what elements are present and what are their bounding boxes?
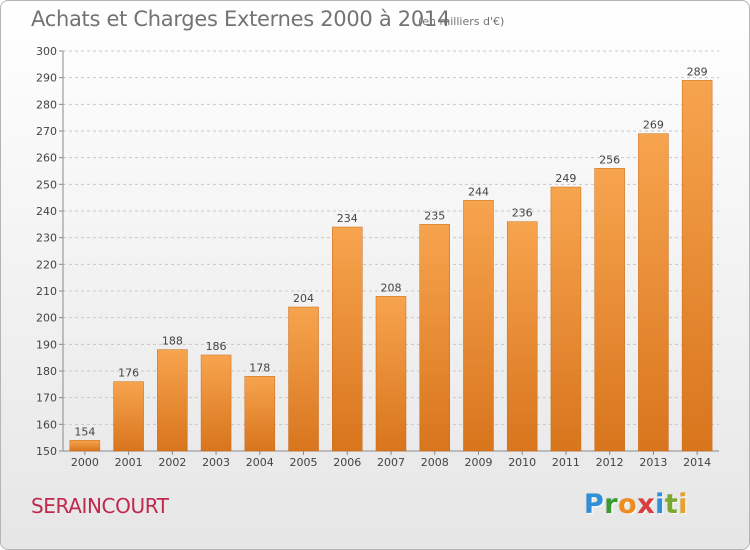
- bar: [200, 354, 232, 452]
- x-tick-label: 2005: [290, 456, 318, 469]
- y-tick-label: 240: [36, 205, 57, 218]
- x-tick-label: 2007: [377, 456, 405, 469]
- y-tick-label: 200: [36, 312, 57, 325]
- x-tick-label: 2006: [333, 456, 361, 469]
- y-tick-label: 270: [36, 125, 57, 138]
- bar: [375, 296, 407, 452]
- data-label: 208: [381, 281, 402, 294]
- data-label: 236: [512, 207, 533, 220]
- proxiti-logo: Proxiti: [584, 489, 688, 520]
- y-tick-label: 290: [36, 72, 57, 85]
- data-label: 204: [293, 292, 314, 305]
- unit-note: (en milliers d'€): [418, 15, 505, 28]
- x-tick-label: 2008: [421, 456, 449, 469]
- chart-title: Achats et Charges Externes 2000 à 2014: [31, 7, 451, 31]
- y-tick-label: 260: [36, 152, 57, 165]
- x-tick-label: 2002: [158, 456, 186, 469]
- y-tick-label: 220: [36, 258, 57, 271]
- bar: [288, 306, 319, 452]
- data-label: 249: [555, 172, 576, 185]
- data-label: 235: [424, 209, 445, 222]
- logo-letter: P: [584, 489, 605, 520]
- x-tick-label: 2014: [683, 456, 711, 469]
- x-tick-label: 2001: [115, 456, 143, 469]
- bar: [594, 168, 625, 452]
- data-label: 154: [74, 425, 95, 438]
- x-tick-label: 2009: [464, 456, 492, 469]
- y-tick-label: 180: [36, 365, 57, 378]
- bar: [244, 376, 276, 452]
- logo-letter: r: [604, 489, 619, 520]
- data-label: 176: [118, 367, 139, 380]
- data-label: 244: [468, 185, 489, 198]
- bar: [463, 200, 494, 452]
- data-label: 234: [337, 212, 358, 225]
- logo-letter: x: [637, 489, 656, 520]
- bar: [638, 133, 669, 452]
- bar: [157, 349, 188, 452]
- bars: [69, 80, 713, 452]
- y-tick-label: 280: [36, 98, 57, 111]
- logo-letter: i: [678, 489, 689, 520]
- bar: [506, 221, 538, 452]
- y-tick-label: 300: [36, 45, 57, 58]
- data-label: 178: [249, 361, 270, 374]
- x-tick-label: 2011: [552, 456, 580, 469]
- data-label: 289: [687, 65, 708, 78]
- y-tick-label: 250: [36, 178, 57, 191]
- logo-letter: o: [618, 489, 638, 520]
- logo-letter: i: [655, 489, 665, 520]
- commune-name: SERAINCOURT: [31, 494, 169, 518]
- x-tick-label: 2012: [596, 456, 624, 469]
- bar: [681, 80, 713, 452]
- y-tick-label: 230: [36, 232, 57, 245]
- x-tick-label: 2004: [246, 456, 274, 469]
- x-tick-label: 2000: [71, 456, 99, 469]
- data-label: 188: [162, 335, 183, 348]
- x-tick-label: 2010: [508, 456, 536, 469]
- y-tick-label: 210: [36, 285, 57, 298]
- y-tick-label: 150: [36, 445, 57, 458]
- logo-letter: t: [664, 489, 679, 520]
- bar: [69, 440, 101, 452]
- bar: [332, 226, 363, 452]
- axes: 150 160 170 180 190 200 210 220 230 240 250 260 270 2…: [36, 45, 719, 469]
- bar: [113, 381, 144, 452]
- bar: [419, 224, 450, 452]
- y-tick-label: 190: [36, 338, 57, 351]
- x-tick-label: 2003: [202, 456, 230, 469]
- data-label: 269: [643, 119, 664, 132]
- data-labels: 154 176 188 186 178 204 234 208 235 244 236 249 256 2…: [74, 65, 707, 438]
- y-tick-label: 170: [36, 392, 57, 405]
- data-label: 186: [206, 340, 227, 353]
- data-label: 256: [599, 153, 620, 166]
- bar: [550, 186, 582, 452]
- y-tick-label: 160: [36, 418, 57, 431]
- x-tick-label: 2013: [639, 456, 667, 469]
